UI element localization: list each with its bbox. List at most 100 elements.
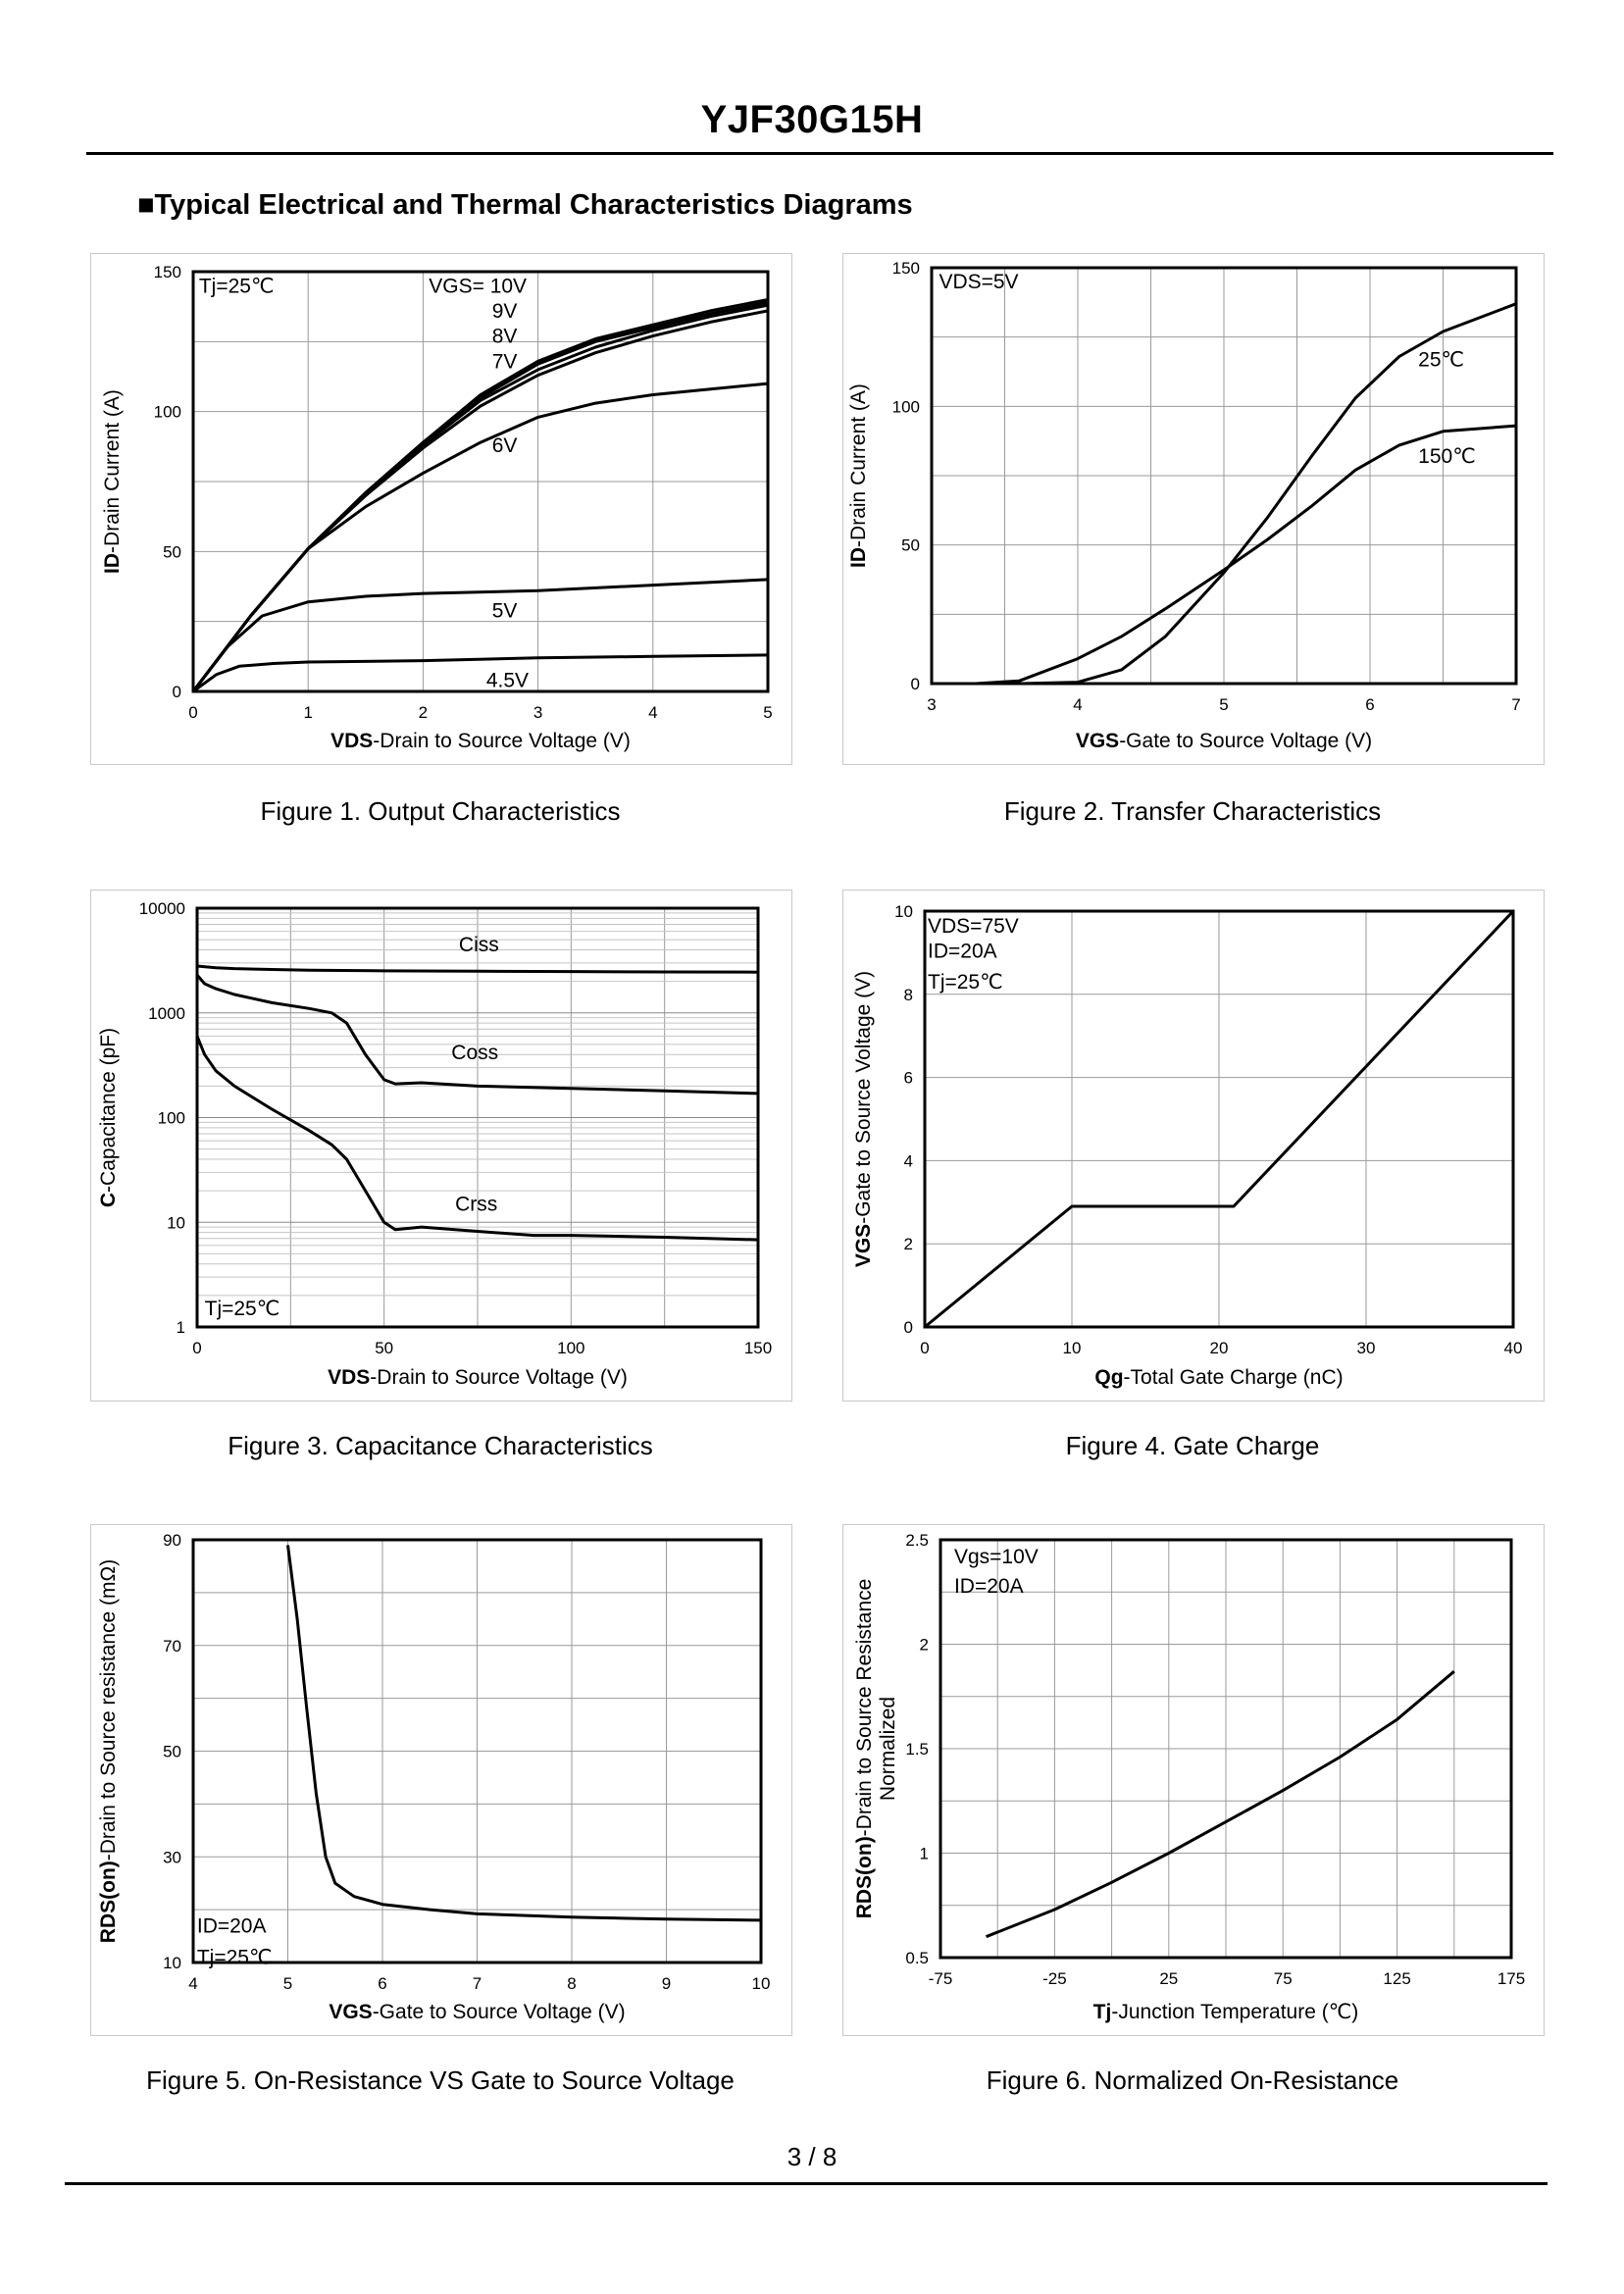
x-tick-label: 0 [920,1339,929,1357]
figure-1-panel: 0 1 2 3 4 5 0 50 100 150 VDS-Drain to Source Volta… [90,253,792,765]
series-line-10V [191,298,769,692]
y-axis-label: ID-Drain Current (A) [101,389,124,574]
x-axis-label: VDS-Drain to Source Voltage (V) [330,730,631,752]
figure-3-caption: Figure 3. Capacitance Characteristics [228,1431,653,1460]
x-tick-label: 1 [303,703,312,722]
y-axis-label: C-Capacitance (pF) [97,1028,120,1207]
plot-frame [923,909,1515,1329]
y-axis-label: ID-Drain Current (A) [847,383,870,568]
annotation-label: Crss [455,1193,497,1215]
figure-2-panel: 3 4 5 6 7 0 50 100 150 VGS-Gate to Source Voltage… [842,253,1545,765]
x-axis-label: VGS-Gate to Source Voltage (V) [1076,730,1372,752]
x-tick-label: 0 [192,1339,201,1357]
y-tick-label: 150 [154,263,181,281]
y-tick-label: 0.5 [905,1949,929,1967]
figure-5-caption: Figure 5. On-Resistance VS Gate to Sourc… [146,2065,735,2095]
figure-4-caption: Figure 4. Gate Charge [1065,1431,1320,1460]
annotation-label: Tj=25℃ [199,275,275,297]
x-tick-label: 7 [1511,695,1520,714]
plot-frame [195,906,760,1329]
series-line-RDS(on) [286,1545,762,1922]
y-tick-label: 30 [163,1848,181,1866]
gridlines [940,1540,1511,1958]
y-tick-label: 2 [904,1235,913,1253]
x-tick-label: -25 [1042,1969,1067,1988]
x-tick-label: 175 [1497,1969,1525,1988]
annotation-label: 7V [492,350,518,373]
x-axis-label: Qg-Total Gate Charge (nC) [1094,1366,1343,1389]
annotation-label: Coss [451,1042,498,1064]
x-tick-label: 6 [378,1974,386,1993]
y-tick-label: 50 [901,536,920,555]
series-line-4.5V [192,653,769,693]
y-tick-label: 8 [904,986,913,1004]
annotation-label: Tj=25℃ [928,971,1003,994]
plot-frame [191,270,770,693]
series-line-25℃ [975,302,1517,686]
y-tick-label: 150 [892,259,920,278]
y-axis-label-line2: Normalized [877,1697,899,1801]
gridlines [925,911,1513,1327]
y-tick-label: 10 [894,902,913,921]
x-tick-label: 5 [763,703,772,722]
annotation-label: ID=20A [954,1575,1024,1598]
gridlines [932,268,1516,684]
figure-2-chart: 3 4 5 6 7 0 50 100 150 VGS-Gate to Source Voltage… [847,259,1521,752]
y-axis-label: VGS-Gate to Source Voltage (V) [852,971,875,1267]
annotation-label: 25℃ [1418,348,1464,371]
footer-rule [65,2182,1548,2185]
page-number: 3 / 8 [787,2142,837,2171]
y-tick-label: 100 [892,397,920,416]
x-tick-label: 25 [1159,1969,1178,1988]
x-tick-label: 125 [1383,1969,1410,1988]
x-axis-label: VGS-Gate to Source Voltage (V) [329,2001,625,2023]
plot-frame [930,266,1518,686]
y-tick-label: 1000 [148,1004,185,1023]
x-tick-label: 150 [744,1339,772,1357]
y-tick-label: 1 [920,1845,929,1863]
y-tick-label: 4 [904,1151,913,1170]
x-tick-label: 2 [419,703,428,722]
y-tick-label: 50 [163,1743,181,1761]
y-axis-label: RDS(on)-Drain to Source resistance (mΩ) [97,1559,120,1943]
annotation-label: VGS= 10V [429,275,527,297]
annotation-label: 4.5V [486,670,529,692]
y-tick-label: 10 [167,1213,185,1232]
annotation-label: 150℃ [1418,445,1476,468]
x-tick-label: 0 [188,703,197,722]
y-tick-label: 10 [163,1954,181,1972]
annotation-label: 8V [492,326,518,348]
x-tick-label: 100 [557,1339,584,1357]
x-tick-label: 8 [567,1974,576,1993]
figure-5-panel: 4 5 6 7 8 9 10 10 30 50 70 90 VGS-Gate to Source Vol… [90,1524,792,2036]
y-tick-label: 70 [163,1637,181,1656]
x-tick-label: 4 [188,1974,197,1993]
x-tick-label: 30 [1357,1339,1376,1357]
x-tick-label: 40 [1504,1339,1523,1357]
x-tick-label: 3 [533,703,542,722]
series-line-Coss [195,974,759,1096]
figure-5-chart: 4 5 6 7 8 9 10 10 30 50 70 90 VGS-Gate to Source Vol… [97,1531,770,2023]
x-tick-label: 50 [375,1339,393,1357]
series-line-9V [191,300,769,692]
figure-1-caption: Figure 1. Output Characteristics [260,796,621,826]
y-axis-label: RDS(on)-Drain to Source Resistance [853,1579,876,1919]
x-tick-label: 5 [1219,695,1228,714]
y-tick-label: 1 [177,1318,185,1337]
x-tick-label: 75 [1274,1969,1293,1988]
y-tick-label: 100 [154,403,181,422]
series-line-8V [191,303,769,692]
gridlines [197,908,758,1327]
annotation-label: ID=20A [197,1914,267,1937]
x-tick-label: 3 [927,695,936,714]
series-line-6V [191,382,769,692]
section-heading: ■Typical Electrical and Thermal Characte… [137,189,913,221]
figure-6-caption: Figure 6. Normalized On-Resistance [986,2065,1399,2095]
y-tick-label: 2 [920,1636,929,1655]
plot-frame [939,1538,1513,1960]
series-line-VGS [924,909,1515,1329]
y-tick-label: 100 [158,1109,185,1128]
header-rule [86,152,1553,155]
figure-4-panel: 0 10 20 30 40 0 2 4 6 8 10 Qg-Total Gate Charge (nC… [842,890,1545,1402]
